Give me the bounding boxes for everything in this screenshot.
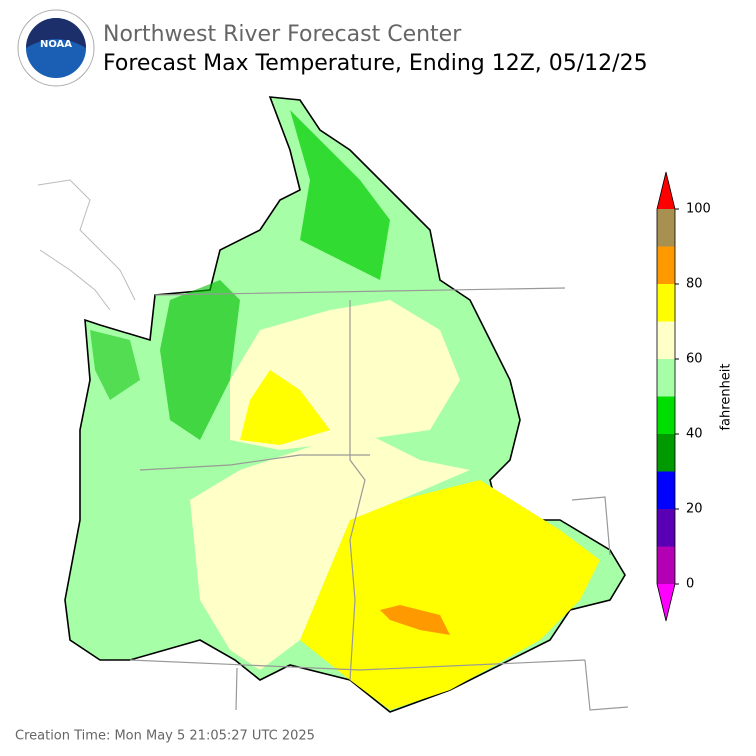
colorbar-tick-label: 20: [686, 502, 703, 517]
colorbar-bin: [657, 284, 675, 322]
colorbar-bin: [657, 434, 675, 472]
map: [37, 96, 629, 713]
colorbar-bin: [657, 359, 675, 397]
colorbar-bin: [657, 396, 675, 434]
colorbar-label: fahrenheit: [719, 363, 734, 430]
colorbar-bin: [657, 546, 675, 584]
colorbar-over-arrow: [657, 172, 675, 209]
subtitle: Forecast Max Temperature, Ending 12Z, 05…: [103, 51, 648, 76]
colorbar-bin: [657, 321, 675, 359]
svg-text:NOAA: NOAA: [40, 39, 72, 50]
colorbar-tick-label: 100: [686, 202, 711, 217]
colorbar-under-arrow: [657, 584, 675, 621]
title: Northwest River Forecast Center: [103, 22, 462, 47]
colorbar-tick-label: 40: [686, 427, 703, 442]
colorbar-bin: [657, 209, 675, 247]
colorbar-bin: [657, 471, 675, 509]
colorbar-tick-label: 80: [686, 277, 703, 292]
colorbar-tick-label: 0: [686, 577, 694, 592]
colorbar-bin: [657, 246, 675, 284]
noaa-logo: NOAA: [17, 9, 95, 87]
colorbar-bin: [657, 509, 675, 547]
colorbar: 0 20 40 60 80 100: [656, 171, 711, 622]
colorbar-tick-label: 60: [686, 352, 703, 367]
creation-time: Creation Time: Mon May 5 21:05:27 UTC 20…: [15, 729, 315, 744]
